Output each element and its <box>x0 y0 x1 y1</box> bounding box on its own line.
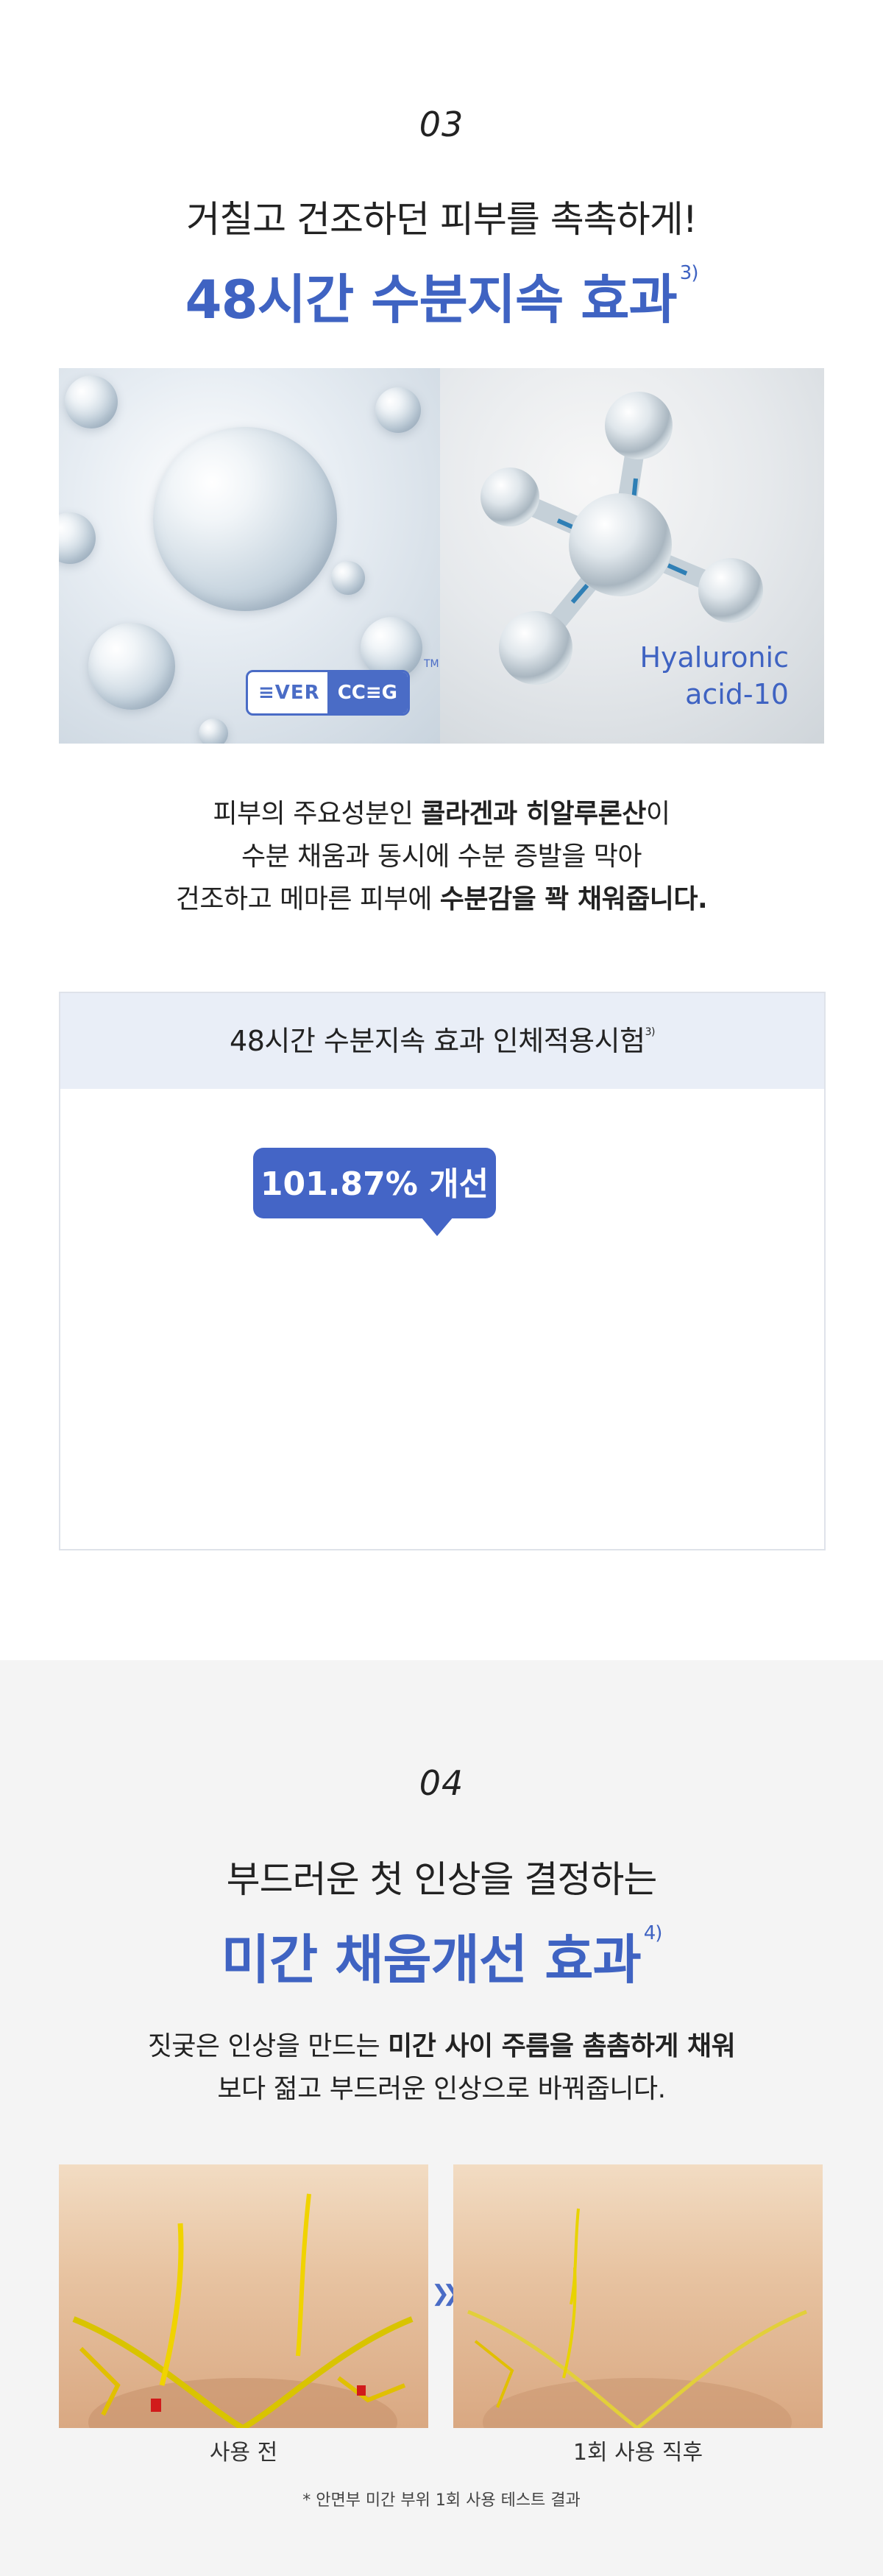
title-reference: 4) <box>643 1922 663 1944</box>
bubble-icon <box>59 512 96 564</box>
section-number: 04 <box>419 1763 464 1803</box>
footnote: * 안면부 미간 부위 1회 사용 테스트 결과 <box>302 2491 581 2510</box>
desc-highlight: 콜라겐과 히알루론산 <box>421 799 646 829</box>
description-line: 짓궂은 인상을 만드는 미간 사이 주름을 촘촘하게 채워 <box>0 2025 883 2068</box>
description-line: 건조하고 메마른 피부에 수분감을 꽉 채워줍니다. <box>0 878 883 921</box>
chart-title: 48시간 수분지속 효과 인체적용시험3) <box>60 993 824 1089</box>
title-reference: 3) <box>679 262 699 284</box>
chart-title-reference: 3) <box>645 1026 656 1038</box>
desc-text: 짓궂은 인상을 만드는 <box>147 2031 389 2061</box>
hydration-section: 03 거칠고 건조하던 피부를 촉촉하게! 48시간 수분지속 효과 3) ≡VE… <box>0 105 883 1550</box>
description-line: 보다 젊고 부드러운 인상으로 바꿔줍니다. <box>217 2074 666 2104</box>
section-title-text: 48시간 수분지속 효과 <box>185 269 678 331</box>
section-subtitle: 부드러운 첫 인상을 결정하는 <box>226 1858 658 1901</box>
callout-bubble <box>253 1148 496 1218</box>
ever-ccg-logo: ≡VER CC≡G <box>246 670 410 716</box>
desc-highlight: 수분감을 꽉 채워줍니다. <box>439 884 708 914</box>
section-title: 48시간 수분지속 효과 3) <box>0 256 883 334</box>
double-chevron-right-icon: ❯❯ <box>431 2281 461 2307</box>
bar-chart: 0.0010.0020.0030.0040.0050.0060.0070.003… <box>253 1148 496 1236</box>
bubble-icon <box>65 375 118 428</box>
after-skin-image <box>453 2164 823 2428</box>
desc-text: 피부의 주요성분인 <box>213 799 422 829</box>
section-title-text: 미간 채움개선 효과 <box>221 1929 642 1991</box>
molecule-icon <box>480 392 763 685</box>
desc-highlight: 미간 사이 주름을 촘촘하게 채워 <box>388 2031 736 2061</box>
bubble-icon <box>361 617 422 679</box>
bubble-icon <box>375 387 421 433</box>
section-subtitle: 거칠고 건조하던 피부를 촉촉하게! <box>186 198 698 241</box>
section-title: 미간 채움개선 효과 4) <box>0 1916 883 1994</box>
before-caption: 사용 전 <box>209 2440 278 2466</box>
clinical-test-chart-box: 48시간 수분지속 효과 인체적용시험3) 0.0010.0020.0030.0… <box>59 992 826 1550</box>
molecule-label-line1: Hyaluronic <box>639 641 789 674</box>
wrinkle-description: 짓궂은 인상을 만드는 미간 사이 주름을 촘촘하게 채워 보다 젊고 부드러운… <box>0 2025 883 2111</box>
molecule-label-line2: acid-10 <box>685 678 789 710</box>
callout-pointer <box>421 1217 453 1236</box>
logo-left-text: ≡VER <box>258 682 320 704</box>
description-line: 수분 채움과 동시에 수분 증발을 막아 <box>241 841 642 872</box>
hydration-description: 피부의 주요성분인 콜라겐과 히알루론산이 수분 채움과 동시에 수분 증발을 … <box>0 793 883 921</box>
after-caption: 1회 사용 직후 <box>572 2440 703 2466</box>
bubble-icon <box>88 623 175 710</box>
desc-text: 건조하고 메마른 피부에 <box>175 884 440 914</box>
after-wrinkle-map <box>467 2208 807 2428</box>
molecule-image: Hyaluronic acid-10 <box>440 368 824 744</box>
bubbles-image: ≡VER CC≡G TM <box>59 368 440 744</box>
logo-right-text: CC≡G <box>327 672 408 713</box>
chart-title-text: 48시간 수분지속 효과 인체적용시험 <box>230 1025 645 1057</box>
hyaluronic-acid-label: Hyaluronic acid-10 <box>639 639 789 713</box>
bubble-icon <box>199 719 228 744</box>
before-wrinkle-map <box>72 2193 414 2428</box>
trademark-mark: TM <box>424 658 439 670</box>
desc-text: 이 <box>645 799 670 829</box>
callout-text: 101.87% 개선 <box>260 1165 489 1203</box>
description-line: 피부의 주요성분인 콜라겐과 히알루론산이 <box>0 793 883 836</box>
bubble-icon <box>331 561 365 595</box>
before-skin-image <box>59 2164 428 2428</box>
section-number: 03 <box>419 105 464 144</box>
large-bubble-icon <box>153 427 337 611</box>
